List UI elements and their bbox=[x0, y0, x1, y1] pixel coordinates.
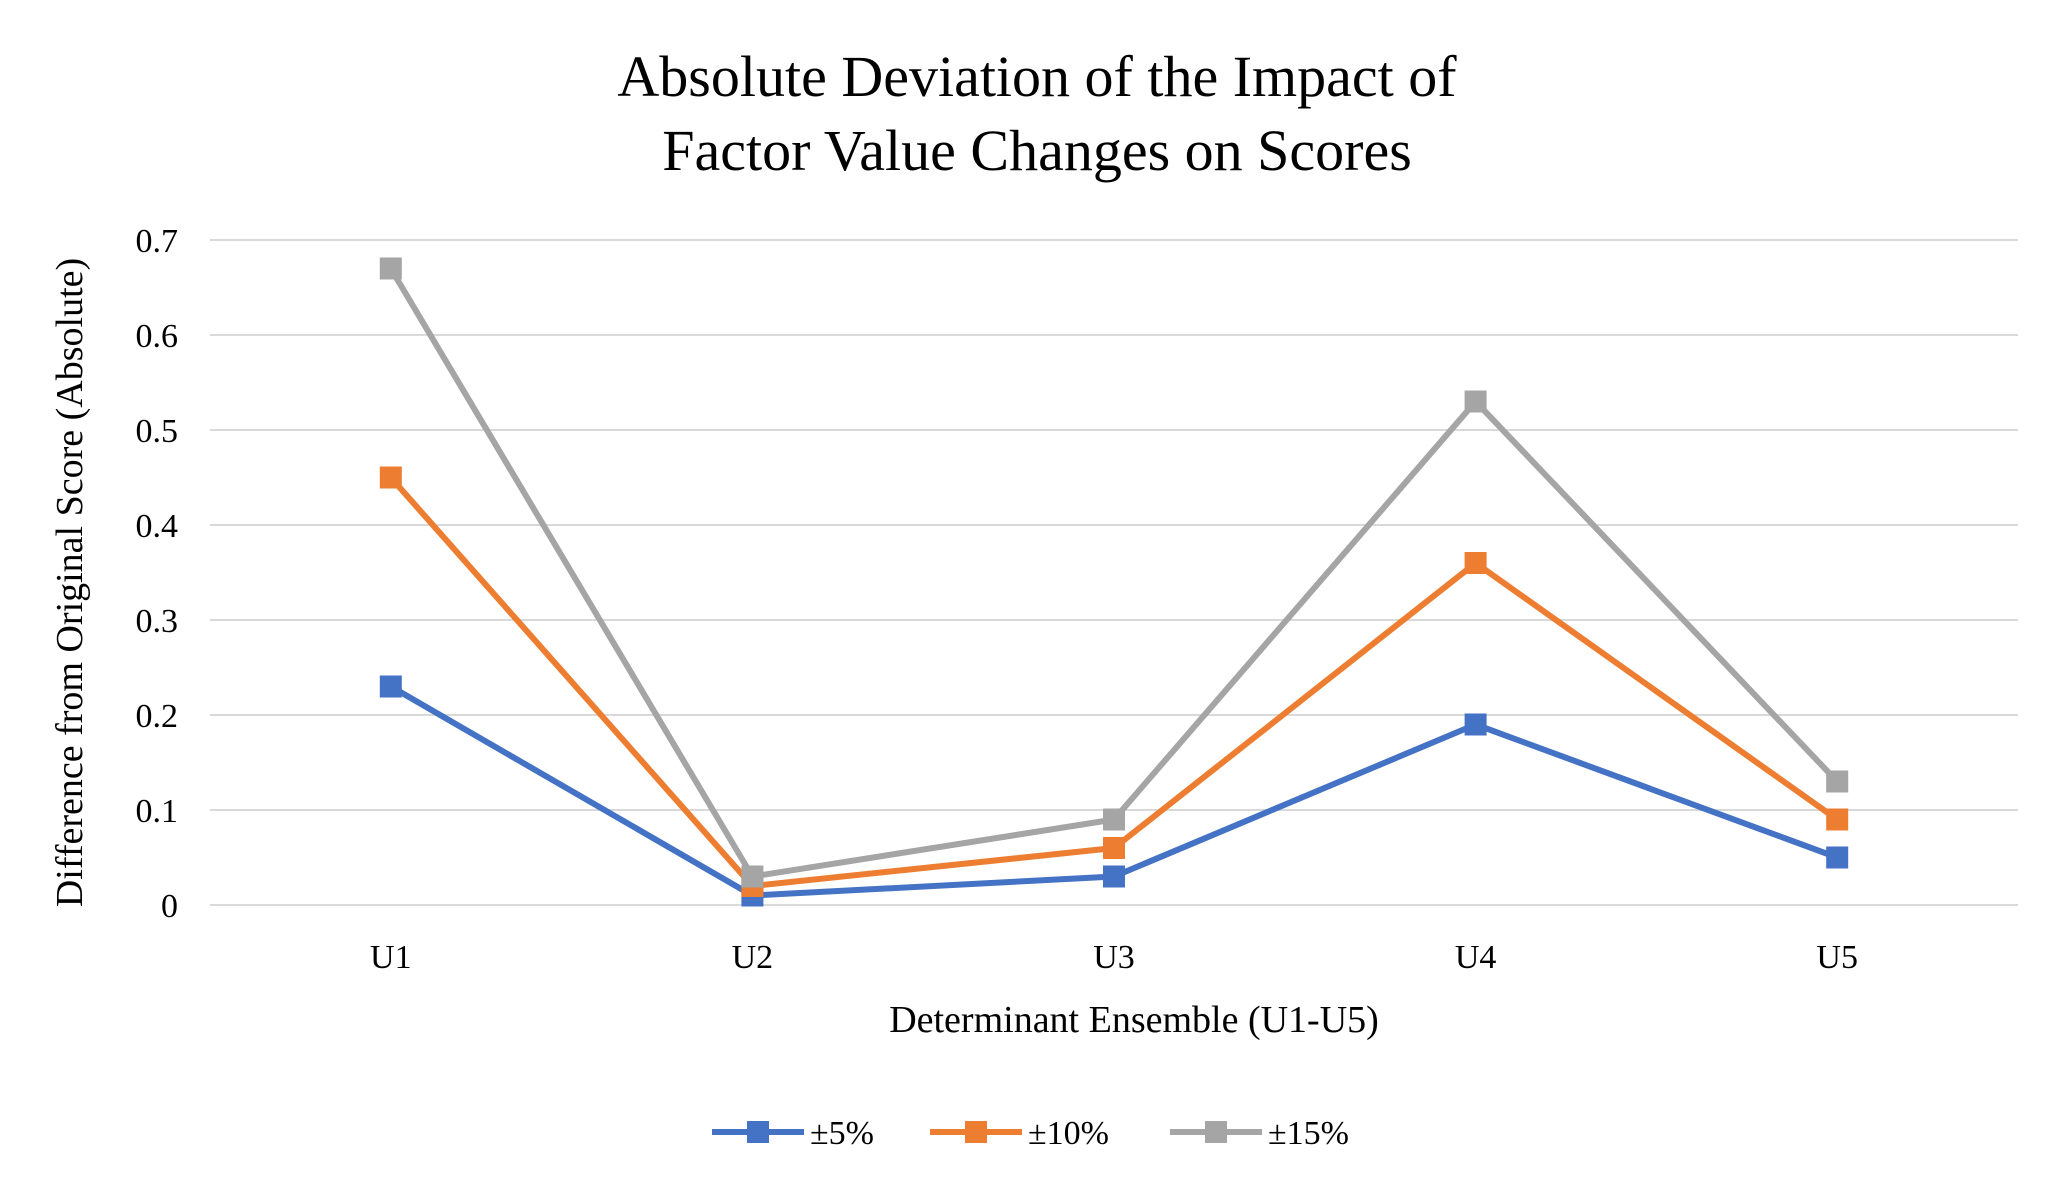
x-tick-label: U3 bbox=[1093, 939, 1135, 976]
x-tick-label: U1 bbox=[370, 939, 412, 976]
legend-item: ±10% bbox=[930, 1115, 1109, 1152]
series-3 bbox=[379, 257, 1849, 888]
x-tick-label: U2 bbox=[732, 939, 774, 976]
series-line bbox=[389, 683, 1839, 899]
legend: ±5% ±10% ±15% bbox=[712, 1115, 1349, 1152]
legend-item: ±5% bbox=[712, 1115, 874, 1152]
data-point bbox=[1826, 808, 1849, 831]
grid-lines bbox=[210, 239, 2018, 906]
data-point bbox=[741, 865, 764, 888]
series-line bbox=[388, 266, 1840, 880]
legend-label: ±5% bbox=[810, 1115, 874, 1152]
y-tick-labels: 0 0.1 0.2 0.3 0.4 0.5 0.6 0.7 bbox=[136, 223, 179, 925]
legend-item: ±15% bbox=[1170, 1115, 1349, 1152]
series-layer bbox=[379, 257, 1849, 907]
data-point bbox=[379, 466, 402, 489]
legend-label: ±10% bbox=[1028, 1115, 1109, 1152]
series-2 bbox=[379, 466, 1849, 897]
y-tick-label: 0.7 bbox=[136, 223, 179, 260]
y-tick-label: 0 bbox=[161, 888, 178, 925]
y-tick-label: 0.1 bbox=[136, 793, 179, 830]
data-point bbox=[1826, 846, 1849, 869]
x-tick-label: U5 bbox=[1816, 939, 1858, 976]
x-tick-labels: U1 U2 U3 U4 U5 bbox=[370, 939, 1858, 976]
data-point bbox=[1103, 837, 1125, 859]
data-point bbox=[1464, 390, 1487, 413]
legend-marker bbox=[965, 1121, 987, 1143]
y-tick-label: 0.2 bbox=[136, 698, 179, 735]
x-tick-label: U4 bbox=[1455, 939, 1497, 976]
data-point bbox=[1464, 713, 1487, 736]
y-tick-label: 0.3 bbox=[136, 603, 179, 640]
data-point bbox=[1464, 552, 1487, 574]
y-tick-label: 0.4 bbox=[136, 508, 179, 545]
data-point bbox=[379, 257, 402, 280]
legend-marker bbox=[747, 1121, 769, 1143]
data-point bbox=[1103, 808, 1125, 831]
data-point bbox=[1826, 770, 1849, 793]
y-tick-label: 0.6 bbox=[136, 318, 179, 355]
chart-title: Absolute Deviation of the Impact of Facto… bbox=[617, 44, 1457, 183]
y-axis-label: Difference from Original Score (Absolute… bbox=[49, 258, 91, 907]
data-point bbox=[379, 675, 402, 698]
data-point bbox=[1103, 865, 1125, 888]
x-axis-label: Determinant Ensemble (U1-U5) bbox=[889, 999, 1379, 1041]
legend-label: ±15% bbox=[1268, 1115, 1349, 1152]
y-tick-label: 0.5 bbox=[136, 413, 179, 450]
legend-marker bbox=[1205, 1121, 1227, 1143]
